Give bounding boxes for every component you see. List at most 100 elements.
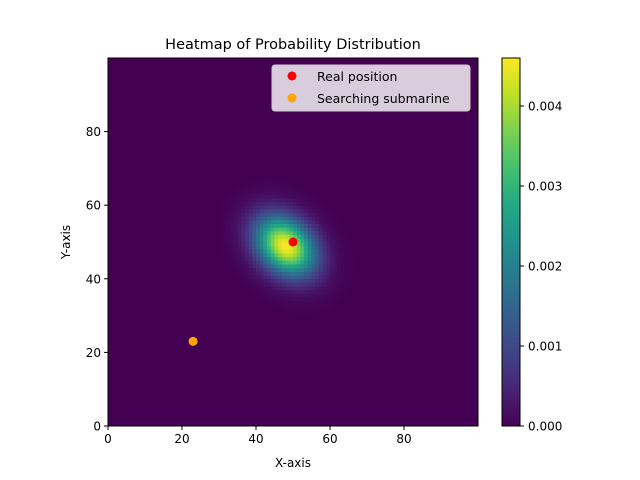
heatmap-cell xyxy=(304,311,309,316)
heatmap-cell xyxy=(248,271,253,276)
heatmap-cell xyxy=(289,264,294,269)
heatmap-cell xyxy=(315,197,320,202)
heatmap-cell xyxy=(233,253,238,258)
heatmap-cell xyxy=(263,271,268,276)
heatmap-cell xyxy=(330,212,335,217)
heatmap-cell xyxy=(304,300,309,305)
y-tick-label: 80 xyxy=(86,125,101,139)
heatmap-cell xyxy=(252,219,257,224)
heatmap-cell xyxy=(307,300,312,305)
legend: Real position Searching submarine xyxy=(271,64,471,112)
heatmap-cell xyxy=(344,249,349,254)
heatmap-cell xyxy=(333,264,338,269)
heatmap-cell xyxy=(274,256,279,261)
heatmap-cell xyxy=(300,267,305,272)
heatmap-cell xyxy=(296,286,301,291)
heatmap-cell xyxy=(296,223,301,228)
heatmap-cell xyxy=(322,230,327,236)
heatmap-cell xyxy=(244,256,249,261)
heatmap-cell xyxy=(263,293,268,298)
heatmap-cell xyxy=(256,197,261,202)
heatmap-cell xyxy=(244,275,249,280)
heatmap-cell xyxy=(259,271,264,276)
heatmap-cell xyxy=(259,227,264,232)
heatmap-cell xyxy=(244,183,249,188)
heatmap-cell xyxy=(337,249,342,254)
heatmap-cell xyxy=(230,197,235,202)
heatmap-cell xyxy=(248,245,253,250)
heatmap-cell xyxy=(226,205,231,210)
heatmap-cell xyxy=(248,179,253,184)
heatmap-cell xyxy=(285,300,290,305)
heatmap-cell xyxy=(222,208,227,213)
heatmap-cell xyxy=(226,194,231,199)
heatmap-cell xyxy=(315,289,320,294)
heatmap-cell xyxy=(293,260,298,265)
heatmap-cell xyxy=(322,293,327,298)
heatmap-cell xyxy=(344,245,349,250)
heatmap-cell xyxy=(270,249,275,254)
heatmap-cell xyxy=(281,238,286,243)
heatmap-cell xyxy=(322,260,327,265)
heatmap-cell xyxy=(274,201,279,206)
heatmap-cell xyxy=(322,278,327,283)
heatmap-cell xyxy=(248,201,253,206)
heatmap-cell xyxy=(256,208,261,213)
heatmap-cell xyxy=(285,219,290,224)
heatmap-cell xyxy=(256,212,261,217)
heatmap-cell xyxy=(244,186,249,191)
heatmap-cell xyxy=(326,282,331,287)
heatmap-cell xyxy=(307,242,312,247)
heatmap-cell xyxy=(270,253,275,258)
heatmap-cell xyxy=(222,238,227,243)
heatmap-cell xyxy=(293,212,298,217)
heatmap-cell xyxy=(296,267,301,272)
heatmap-cell xyxy=(341,282,346,287)
heatmap-cell xyxy=(311,201,316,206)
heatmap-cell xyxy=(222,249,227,254)
heatmap-cell xyxy=(311,260,316,265)
heatmap-cell xyxy=(230,227,235,232)
heatmap-cell xyxy=(244,230,249,236)
heatmap-cell xyxy=(341,234,346,239)
heatmap-cell xyxy=(270,289,275,294)
heatmap-cell xyxy=(237,197,242,202)
heatmap-cell xyxy=(259,264,264,269)
heatmap-cell xyxy=(256,245,261,250)
heatmap-cell xyxy=(285,186,290,191)
heatmap-cell xyxy=(307,201,312,206)
heatmap-cell xyxy=(237,223,242,228)
heatmap-cell xyxy=(270,197,275,202)
heatmap-cell xyxy=(274,267,279,272)
heatmap-cell xyxy=(263,260,268,265)
heatmap-cell xyxy=(233,271,238,276)
heatmap-cell xyxy=(241,208,246,213)
heatmap-cell xyxy=(300,308,305,313)
heatmap-cell xyxy=(307,245,312,250)
heatmap-cell xyxy=(281,267,286,272)
heatmap-cell xyxy=(241,253,246,258)
heatmap-cell xyxy=(315,297,320,302)
heatmap-cell xyxy=(322,208,327,213)
heatmap-cell xyxy=(318,289,323,294)
heatmap-cell xyxy=(226,238,231,243)
heatmap-cell xyxy=(330,245,335,250)
heatmap-cell xyxy=(341,253,346,258)
heatmap-cell xyxy=(341,238,346,243)
heatmap-cell xyxy=(259,190,264,195)
heatmap-cell xyxy=(337,234,342,239)
heatmap-cell xyxy=(226,245,231,250)
heatmap-cell xyxy=(252,286,257,291)
heatmap-cell xyxy=(296,227,301,232)
heatmap-cell xyxy=(300,300,305,305)
heatmap-cell xyxy=(326,227,331,232)
heatmap-cell xyxy=(307,219,312,224)
heatmap-cell xyxy=(259,186,264,191)
heatmap-cell xyxy=(267,208,272,213)
heatmap-cell xyxy=(311,238,316,243)
heatmap-cell xyxy=(281,275,286,280)
heatmap-cell xyxy=(244,264,249,269)
heatmap-cell xyxy=(293,264,298,269)
heatmap-cell xyxy=(285,201,290,206)
